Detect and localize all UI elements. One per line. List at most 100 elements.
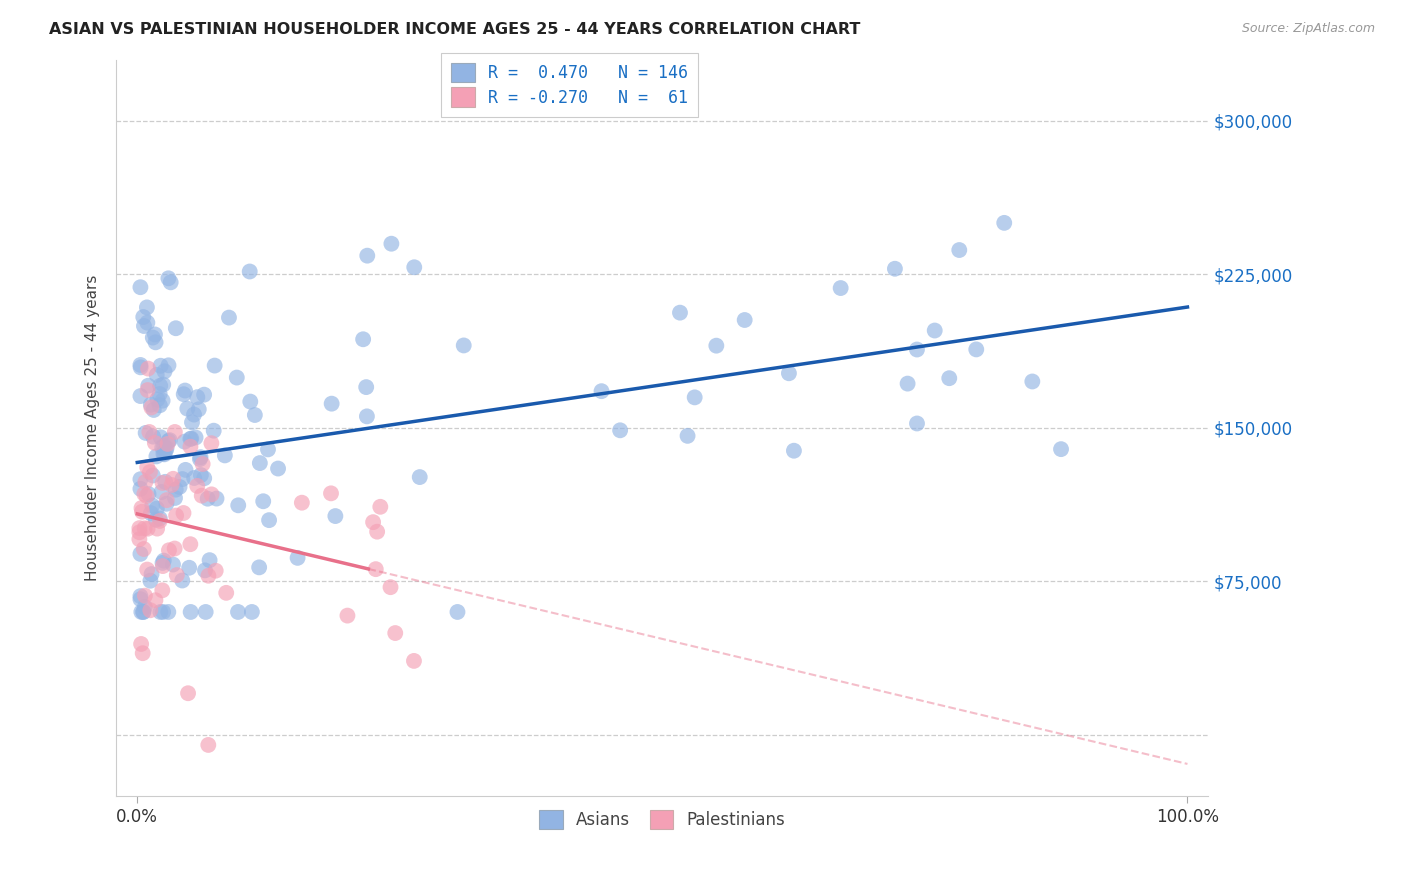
Point	[190, 489, 212, 503]
Point	[141, 499, 163, 513]
Point	[131, 505, 153, 519]
Point	[136, 316, 159, 330]
Point	[409, 470, 432, 484]
Point	[190, 468, 212, 483]
Point	[131, 605, 153, 619]
Y-axis label: Householder Income Ages 25 - 44 years: Householder Income Ages 25 - 44 years	[86, 275, 100, 581]
Point	[129, 389, 152, 403]
Point	[145, 450, 167, 464]
Point	[176, 401, 198, 416]
Text: ASIAN VS PALESTINIAN HOUSEHOLDER INCOME AGES 25 - 44 YEARS CORRELATION CHART: ASIAN VS PALESTINIAN HOUSEHOLDER INCOME …	[49, 22, 860, 37]
Point	[132, 605, 155, 619]
Point	[179, 432, 201, 446]
Point	[129, 547, 152, 561]
Point	[134, 521, 156, 535]
Point	[129, 592, 152, 607]
Point	[226, 605, 249, 619]
Point	[214, 449, 236, 463]
Point	[157, 605, 180, 619]
Point	[193, 471, 215, 485]
Point	[1050, 442, 1073, 457]
Point	[129, 637, 152, 651]
Point	[965, 343, 987, 357]
Point	[446, 605, 468, 619]
Point	[128, 521, 150, 535]
Point	[152, 377, 174, 392]
Point	[202, 424, 225, 438]
Point	[162, 558, 184, 572]
Point	[155, 497, 177, 511]
Point	[155, 442, 177, 456]
Point	[1021, 375, 1043, 389]
Point	[134, 600, 156, 615]
Point	[830, 281, 852, 295]
Point	[239, 394, 262, 409]
Point	[150, 441, 173, 455]
Point	[142, 430, 165, 444]
Point	[948, 243, 970, 257]
Point	[354, 380, 377, 394]
Point	[165, 508, 187, 523]
Point	[150, 583, 173, 598]
Point	[897, 376, 920, 391]
Point	[145, 513, 167, 527]
Point	[218, 310, 240, 325]
Point	[134, 487, 156, 501]
Point	[146, 522, 169, 536]
Point	[193, 387, 215, 401]
Point	[183, 471, 205, 485]
Point	[200, 436, 222, 450]
Point	[146, 392, 169, 407]
Point	[160, 478, 183, 492]
Point	[364, 562, 387, 576]
Point	[149, 511, 172, 525]
Legend: Asians, Palestinians: Asians, Palestinians	[533, 803, 792, 836]
Point	[361, 515, 384, 529]
Point	[162, 472, 184, 486]
Point	[134, 475, 156, 489]
Point	[136, 460, 159, 475]
Point	[129, 360, 152, 375]
Point	[136, 522, 159, 536]
Point	[152, 559, 174, 574]
Point	[252, 494, 274, 508]
Point	[352, 332, 374, 346]
Point	[165, 483, 187, 497]
Point	[132, 605, 155, 619]
Point	[778, 366, 800, 380]
Point	[139, 603, 162, 617]
Point	[135, 301, 157, 315]
Point	[243, 408, 266, 422]
Point	[174, 384, 197, 398]
Point	[145, 335, 167, 350]
Point	[172, 574, 194, 588]
Point	[131, 501, 153, 516]
Point	[198, 553, 221, 567]
Point	[150, 485, 173, 500]
Point	[136, 563, 159, 577]
Point	[136, 383, 159, 397]
Point	[135, 425, 157, 440]
Point	[143, 327, 166, 342]
Point	[249, 456, 271, 470]
Point	[132, 541, 155, 556]
Point	[205, 491, 228, 506]
Point	[131, 646, 153, 660]
Point	[145, 593, 167, 607]
Point	[139, 506, 162, 520]
Point	[163, 541, 186, 556]
Point	[132, 310, 155, 324]
Point	[152, 605, 174, 619]
Point	[669, 306, 692, 320]
Point	[180, 605, 202, 619]
Point	[187, 402, 209, 417]
Point	[402, 654, 425, 668]
Point	[190, 450, 212, 465]
Point	[404, 260, 426, 275]
Point	[321, 397, 343, 411]
Point	[173, 387, 195, 401]
Point	[163, 491, 186, 505]
Point	[191, 457, 214, 471]
Point	[188, 452, 211, 467]
Point	[129, 482, 152, 496]
